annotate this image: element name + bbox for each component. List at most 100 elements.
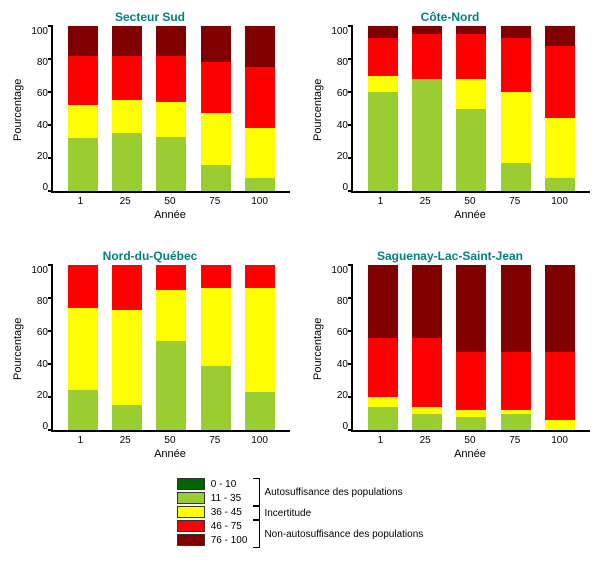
bar-segment bbox=[501, 265, 531, 352]
x-tick: 50 bbox=[455, 435, 485, 446]
y-tick: 20 bbox=[37, 390, 48, 401]
bar bbox=[456, 265, 486, 430]
bar-segment bbox=[501, 26, 531, 38]
bar-segment bbox=[201, 165, 231, 191]
x-axis-label: Année bbox=[50, 209, 290, 221]
bar-segment bbox=[156, 341, 186, 430]
bar bbox=[501, 265, 531, 430]
bar-segment bbox=[545, 265, 575, 352]
x-tick: 50 bbox=[155, 196, 185, 207]
bar bbox=[112, 26, 142, 191]
bar bbox=[412, 26, 442, 191]
x-ticks: 1255075100 bbox=[50, 193, 290, 207]
legend-row: 46 - 75 bbox=[177, 520, 248, 532]
bar-segment bbox=[245, 26, 275, 67]
bar-segment bbox=[112, 56, 142, 101]
y-tick: 100 bbox=[331, 265, 348, 276]
bar-segment bbox=[368, 397, 398, 407]
bar-segment bbox=[501, 163, 531, 191]
x-tick: 50 bbox=[155, 435, 185, 446]
bar-segment bbox=[368, 26, 398, 38]
panel-0: Secteur SudPourcentage100806040200125507… bbox=[10, 10, 290, 221]
x-tick: 25 bbox=[110, 435, 140, 446]
legend-label: 46 - 75 bbox=[211, 521, 242, 532]
legend-swatch bbox=[177, 478, 205, 490]
bar-segment bbox=[545, 26, 575, 46]
y-ticks: 100806040200 bbox=[326, 26, 351, 193]
y-tick: 60 bbox=[37, 327, 48, 338]
bar-segment bbox=[201, 366, 231, 430]
bar-segment bbox=[456, 109, 486, 192]
x-tick: 25 bbox=[410, 196, 440, 207]
y-tick: 20 bbox=[337, 151, 348, 162]
bar bbox=[68, 265, 98, 430]
y-tick: 80 bbox=[37, 57, 48, 68]
y-tick: 60 bbox=[337, 327, 348, 338]
bar-segment bbox=[245, 265, 275, 288]
bar-segment bbox=[245, 178, 275, 191]
bar bbox=[201, 265, 231, 430]
bar-segment bbox=[545, 118, 575, 177]
bar-segment bbox=[501, 38, 531, 92]
legend: 0 - 1011 - 3536 - 4546 - 7576 - 100 Auto… bbox=[10, 478, 590, 548]
x-tick: 75 bbox=[500, 435, 530, 446]
y-ticks: 100806040200 bbox=[26, 26, 51, 193]
bars bbox=[353, 265, 590, 430]
bar-segment bbox=[112, 310, 142, 406]
plot-area bbox=[351, 265, 590, 432]
y-tick: 100 bbox=[31, 26, 48, 37]
bar bbox=[112, 265, 142, 430]
bar-segment bbox=[456, 352, 486, 410]
bar bbox=[245, 26, 275, 191]
bars bbox=[353, 26, 590, 191]
bar-segment bbox=[156, 290, 186, 341]
bar-segment bbox=[456, 417, 486, 430]
legend-label: 0 - 10 bbox=[211, 479, 237, 490]
bar-segment bbox=[68, 56, 98, 106]
chart-row: Pourcentage100806040200 bbox=[10, 26, 290, 193]
y-axis-label: Pourcentage bbox=[310, 265, 326, 432]
legend-group: Non-autosuffisance des populations bbox=[253, 520, 423, 548]
bar-segment bbox=[245, 288, 275, 392]
bar-segment bbox=[156, 137, 186, 191]
bar-segment bbox=[412, 338, 442, 407]
bar-segment bbox=[112, 133, 142, 191]
y-tick: 20 bbox=[37, 151, 48, 162]
legend-label: 11 - 35 bbox=[211, 493, 241, 504]
bar bbox=[545, 265, 575, 430]
bar-segment bbox=[112, 100, 142, 133]
bar-segment bbox=[112, 26, 142, 56]
x-axis-label: Année bbox=[50, 448, 290, 460]
x-tick: 75 bbox=[200, 196, 230, 207]
y-axis-label: Pourcentage bbox=[10, 265, 26, 432]
x-tick: 75 bbox=[500, 196, 530, 207]
y-tick: 20 bbox=[337, 390, 348, 401]
y-axis-label: Pourcentage bbox=[10, 26, 26, 193]
bar-segment bbox=[368, 92, 398, 191]
bar bbox=[368, 265, 398, 430]
legend-label: 76 - 100 bbox=[211, 535, 248, 546]
bar-segment bbox=[245, 392, 275, 430]
bar-segment bbox=[456, 34, 486, 79]
bar-segment bbox=[412, 34, 442, 79]
y-tick: 60 bbox=[337, 88, 348, 99]
bar-segment bbox=[368, 338, 398, 397]
y-tick: 80 bbox=[37, 296, 48, 307]
bars bbox=[53, 265, 290, 430]
bar-segment bbox=[368, 76, 398, 93]
bar-segment bbox=[201, 113, 231, 164]
legend-group: Incertitude bbox=[253, 506, 423, 520]
bar bbox=[368, 26, 398, 191]
bar bbox=[245, 265, 275, 430]
chart-row: Pourcentage100806040200 bbox=[10, 265, 290, 432]
x-tick: 100 bbox=[545, 435, 575, 446]
x-tick: 100 bbox=[245, 435, 275, 446]
bar-segment bbox=[545, 420, 575, 430]
bar-segment bbox=[501, 414, 531, 431]
bar bbox=[501, 26, 531, 191]
y-tick: 80 bbox=[337, 296, 348, 307]
bar-segment bbox=[501, 352, 531, 410]
plot-area bbox=[51, 265, 290, 432]
bar-segment bbox=[456, 410, 486, 417]
bar-segment bbox=[545, 352, 575, 420]
